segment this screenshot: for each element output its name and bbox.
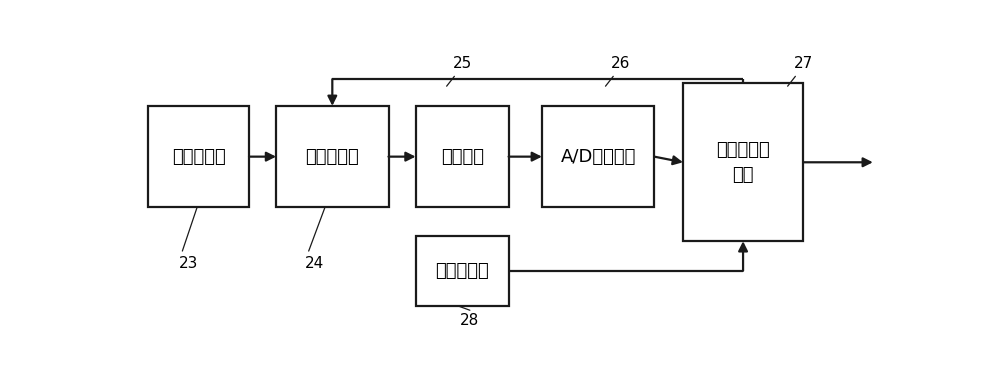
Text: 28: 28 <box>460 313 480 328</box>
Text: 26: 26 <box>611 56 631 71</box>
Text: 光电探测器: 光电探测器 <box>172 147 226 166</box>
Bar <box>683 83 803 241</box>
Text: 25: 25 <box>452 56 472 71</box>
Text: 24: 24 <box>305 256 324 271</box>
Text: 光功率测量: 光功率测量 <box>716 141 770 158</box>
Text: A/D转换电路: A/D转换电路 <box>560 147 636 166</box>
Bar <box>416 106 509 208</box>
Text: 滤波电路: 滤波电路 <box>441 147 484 166</box>
Bar <box>542 106 654 208</box>
Bar <box>148 106 249 208</box>
Text: 温度探测器: 温度探测器 <box>435 262 489 280</box>
Text: 23: 23 <box>179 256 198 271</box>
Bar <box>416 236 509 306</box>
Bar <box>276 106 388 208</box>
Text: 27: 27 <box>794 56 813 71</box>
Text: 程控放大器: 程控放大器 <box>305 147 359 166</box>
Text: 主控: 主控 <box>732 166 754 184</box>
